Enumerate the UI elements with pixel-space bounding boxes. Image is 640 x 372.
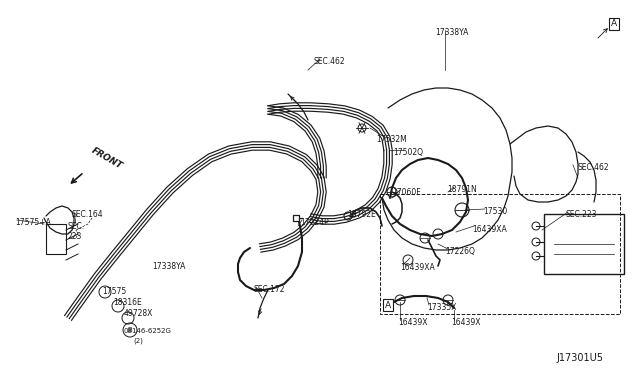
Text: 17575+A: 17575+A (15, 218, 51, 227)
Text: 17530: 17530 (483, 207, 508, 216)
Text: 17338YA: 17338YA (435, 28, 468, 37)
Text: 16439X: 16439X (398, 318, 428, 327)
Text: SEC.164: SEC.164 (72, 210, 104, 219)
Text: 17226Q: 17226Q (445, 247, 475, 256)
Text: SEC.223: SEC.223 (566, 210, 598, 219)
Text: 18316E: 18316E (113, 298, 141, 307)
Text: 17338YA: 17338YA (152, 262, 186, 271)
Text: FRONT: FRONT (90, 146, 124, 171)
Text: B: B (127, 327, 132, 333)
Text: 223: 223 (68, 232, 83, 241)
Text: 17532M: 17532M (376, 135, 407, 144)
Text: 17335X: 17335X (427, 303, 456, 312)
Text: 16439XA: 16439XA (400, 263, 435, 272)
Bar (544, 214, 624, 274)
Text: 17502Q: 17502Q (393, 148, 423, 157)
Text: SEC.172: SEC.172 (254, 285, 285, 294)
Text: 18792E: 18792E (347, 210, 376, 219)
Text: J17301U5: J17301U5 (556, 353, 603, 363)
Bar (46, 224, 66, 254)
Text: 16439XA: 16439XA (472, 225, 507, 234)
Text: A: A (385, 301, 391, 310)
Text: 49728X: 49728X (124, 309, 154, 318)
Text: (2): (2) (133, 338, 143, 344)
Text: SEC.462: SEC.462 (577, 163, 609, 172)
Text: SEC.462: SEC.462 (313, 57, 344, 66)
Text: 08146-6252G: 08146-6252G (124, 328, 172, 334)
Text: 18791N: 18791N (447, 185, 477, 194)
Text: SEC.: SEC. (68, 222, 85, 231)
Text: 16439X: 16439X (451, 318, 481, 327)
Bar (380, 194, 620, 314)
Text: 17575: 17575 (102, 287, 126, 296)
Text: A: A (611, 19, 617, 29)
Text: 17060F: 17060F (392, 188, 420, 197)
Text: 17224P: 17224P (300, 218, 328, 227)
